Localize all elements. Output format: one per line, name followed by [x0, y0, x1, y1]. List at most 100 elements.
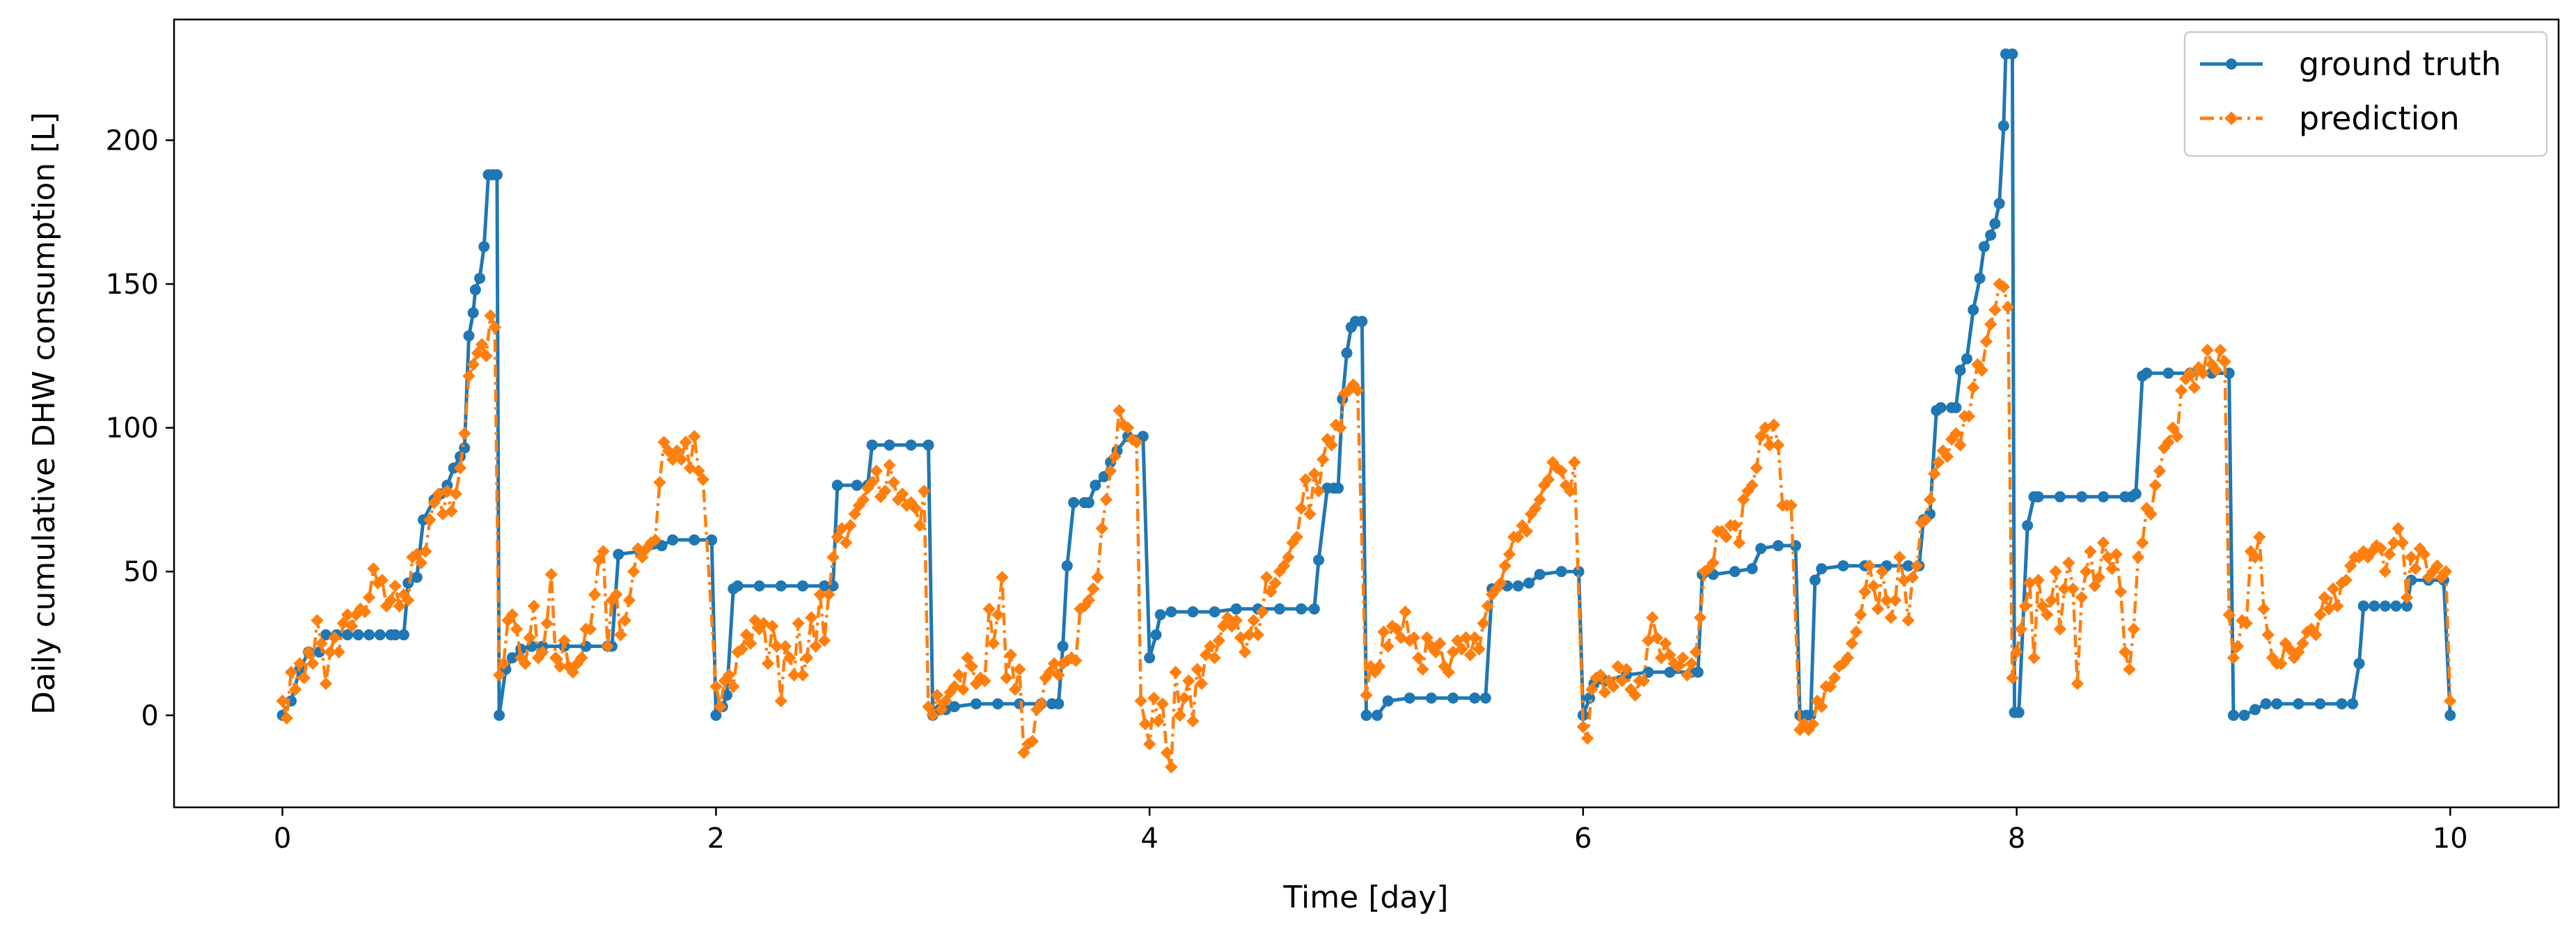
x-tick-label: 6 [1574, 823, 1592, 855]
ground-truth-point [1902, 560, 1914, 571]
ground-truth-point [2357, 600, 2369, 612]
prediction-point [770, 640, 783, 653]
prediction-point [289, 683, 302, 696]
ground-truth-point [1273, 603, 1285, 615]
prediction-point [813, 588, 827, 601]
prediction-point [618, 614, 631, 627]
prediction-point [1997, 280, 2011, 294]
ground-truth-point [342, 629, 354, 641]
prediction-point [1035, 697, 1048, 711]
prediction-point [627, 565, 641, 578]
x-tick-label: 2 [707, 823, 725, 855]
ground-truth-point [1993, 198, 2005, 209]
y-tick-label: 200 [106, 125, 159, 157]
prediction-point [1754, 429, 1768, 443]
prediction-point [466, 358, 480, 371]
prediction-point [462, 370, 476, 383]
ground-truth-point [732, 580, 744, 592]
prediction-point [1399, 605, 1412, 619]
ground-truth-point [1664, 666, 1676, 678]
prediction-point [1373, 660, 1386, 673]
prediction-point [510, 622, 524, 636]
ground-truth-point [1187, 606, 1199, 618]
ground-truth-point [1057, 640, 1069, 652]
prediction-point [332, 645, 345, 659]
prediction-point [666, 452, 680, 466]
prediction-point [488, 320, 502, 334]
prediction-point [844, 519, 857, 532]
ground-truth-point [1985, 229, 1997, 241]
ground-truth-point [2249, 704, 2261, 715]
plot-frame [173, 18, 2560, 809]
prediction-point [1434, 637, 1447, 650]
prediction-point [1138, 718, 1152, 731]
ground-truth-point [1961, 353, 1972, 365]
legend: ground truth prediction [2183, 31, 2548, 157]
prediction-point [280, 711, 294, 725]
ground-truth-point [374, 629, 386, 641]
ground-truth-point [1360, 709, 1372, 721]
prediction-point [622, 594, 636, 607]
ground-truth-point [1729, 566, 1741, 578]
prediction-point [1165, 760, 1178, 774]
prediction-point [1173, 709, 1186, 722]
prediction-point [2123, 663, 2136, 676]
ground-truth-point [2444, 709, 2456, 721]
prediction-point [909, 502, 922, 515]
ground-truth-point [1974, 272, 1986, 284]
prediction-point [1260, 571, 1273, 584]
prediction-point [284, 665, 298, 679]
prediction-point [1806, 718, 1820, 731]
prediction-point [2400, 591, 2414, 604]
prediction-point [2119, 645, 2132, 659]
prediction-point [1282, 551, 1295, 564]
prediction-point [544, 568, 558, 581]
prediction-point [367, 562, 380, 576]
x-tick-label: 8 [2008, 823, 2025, 855]
ground-truth-point [1692, 666, 1704, 678]
ground-truth-point [1144, 652, 1156, 664]
prediction-point [883, 459, 896, 472]
ground-truth-point [491, 169, 503, 181]
prediction-point [297, 671, 311, 685]
ground-truth-point [775, 580, 787, 592]
ground-truth-point [459, 442, 471, 454]
prediction-point [1160, 746, 1174, 759]
prediction-point [1017, 746, 1030, 759]
ground-truth-point [2162, 367, 2174, 379]
ground-truth-point [2054, 491, 2066, 502]
prediction-point [610, 588, 623, 601]
prediction-point [1052, 668, 1065, 682]
prediction-point [896, 487, 909, 500]
ground-truth-point [2336, 698, 2348, 710]
prediction-point [1264, 585, 1278, 599]
prediction-point [2105, 562, 2119, 576]
prediction-point [1520, 525, 1534, 538]
y-tick-label: 50 [123, 556, 159, 588]
ground-truth-point [2369, 600, 2380, 612]
ground-truth-point [1954, 365, 1966, 377]
prediction-point [2248, 551, 2262, 564]
ground-truth-point [971, 698, 982, 710]
ground-truth-point [1978, 241, 1990, 253]
prediction-point [2183, 366, 2197, 380]
prediction-point [492, 668, 506, 682]
ground-truth-point [1154, 609, 1166, 621]
prediction-point [957, 683, 970, 696]
prediction-point [1191, 663, 1204, 676]
ground-truth-point [1816, 563, 1828, 575]
ground-truth-point [866, 439, 878, 451]
y-tick-label: 100 [106, 413, 159, 445]
ground-truth-point [819, 580, 831, 592]
prediction-point [1212, 634, 1225, 647]
ground-truth-point [2238, 709, 2250, 721]
prediction-point [692, 464, 705, 477]
ground-truth-point [1425, 692, 1437, 704]
prediction-point [978, 674, 991, 688]
prediction-point [1069, 654, 1083, 667]
prediction-point [2209, 363, 2223, 377]
prediction-point [2036, 599, 2050, 612]
ground-truth-point [992, 698, 1004, 710]
y-axis: 0 50 100 150 200 [106, 125, 174, 732]
ground-truth-point [922, 439, 934, 451]
